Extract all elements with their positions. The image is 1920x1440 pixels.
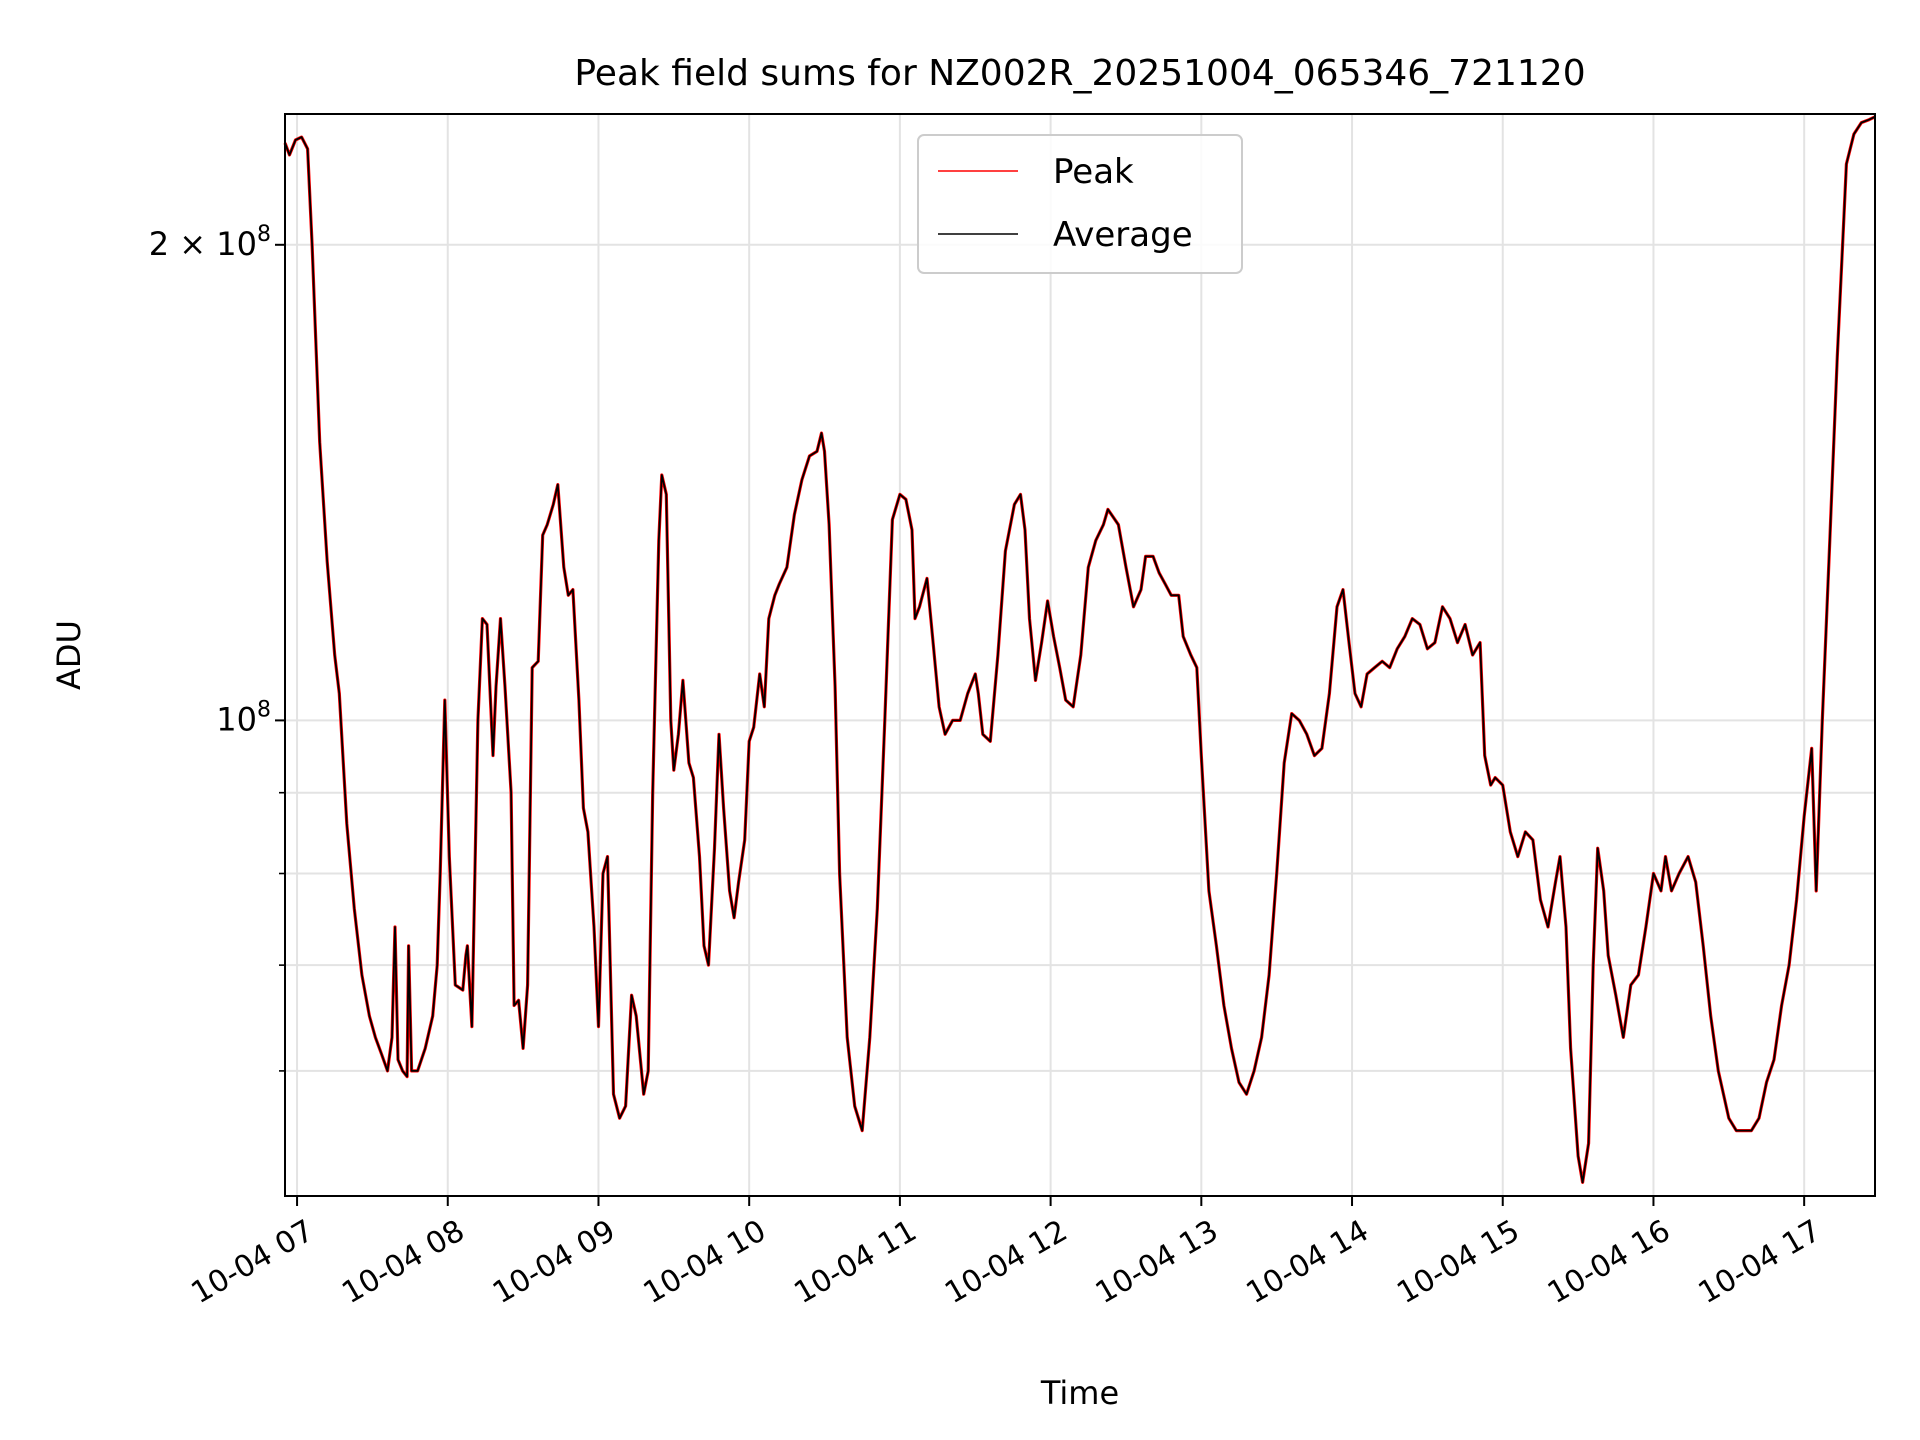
y-axis-label: ADU <box>50 620 88 690</box>
y-tick-label: 2 × 108 <box>149 222 271 263</box>
legend-label-average: Average <box>1053 215 1193 255</box>
legend-box <box>917 134 1243 274</box>
series-layer <box>283 115 1876 1184</box>
plot-frame <box>284 113 1876 1197</box>
chart-title: Peak field sums for NZ002R_20251004_0653… <box>574 53 1585 94</box>
y-tick-label: 108 <box>216 697 271 738</box>
x-axis-label: Time <box>1040 1374 1119 1412</box>
legend: Peak Average <box>917 134 1243 274</box>
grid-lines <box>285 114 1875 1196</box>
y-axis-ticks: 108 2 × 108 <box>149 222 285 1072</box>
legend-label-peak: Peak <box>1053 152 1134 192</box>
series-line-average <box>284 115 1876 1184</box>
